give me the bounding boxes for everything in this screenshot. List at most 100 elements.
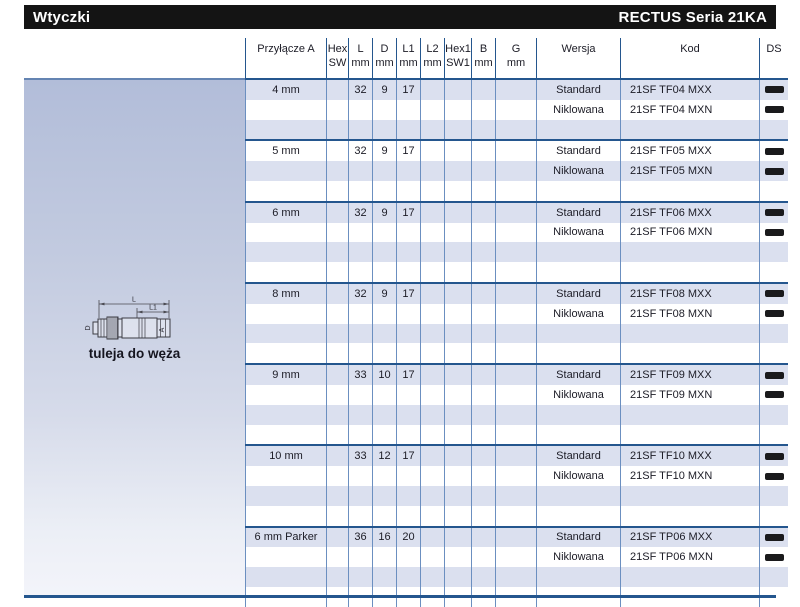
cell-hex1_sw1 <box>444 466 472 486</box>
cell-ds <box>759 200 788 223</box>
cell-wersja: Niklowana <box>536 99 621 120</box>
cell-l1 <box>396 404 421 425</box>
cell-l2 <box>420 384 445 405</box>
cell-g <box>495 281 537 304</box>
datasheet-bar-icon <box>764 472 784 480</box>
cell-hex1_sw1 <box>444 505 472 527</box>
cell-l2 <box>420 119 445 141</box>
cell-kod: 21SF TF09 MXN <box>620 384 760 405</box>
cell-hex_sw <box>326 567 349 587</box>
datasheet-bar-icon <box>764 310 784 318</box>
cell-hex1_sw1 <box>444 119 472 141</box>
cell-g <box>495 222 537 243</box>
datasheet-bar-icon <box>764 106 784 114</box>
cell-l: 32 <box>348 281 373 304</box>
cell-kod <box>620 262 760 283</box>
cell-wersja <box>536 567 621 587</box>
cell-hex1_sw1 <box>444 525 472 548</box>
datasheet-bar-icon <box>764 290 784 298</box>
cell-g <box>495 200 537 223</box>
cell-l2 <box>420 79 445 100</box>
cell-l1: 20 <box>396 525 421 548</box>
cell-hex1_sw1 <box>444 424 472 446</box>
cell-b <box>471 242 496 263</box>
cell-d: 16 <box>372 525 397 548</box>
cell-kod <box>620 323 760 344</box>
cell-l <box>348 119 373 141</box>
cell-d <box>372 303 397 324</box>
cell-ds <box>759 363 788 385</box>
cell-hex_sw <box>326 343 349 365</box>
cell-l2 <box>420 404 445 425</box>
cell-d: 9 <box>372 139 397 162</box>
column-header-l2: L2 mm <box>420 38 445 79</box>
cell-l1 <box>396 547 421 568</box>
cell-l <box>348 505 373 527</box>
table-row <box>245 404 788 425</box>
cell-hex_sw <box>326 242 349 263</box>
cell-kod: 21SF TF05 MXN <box>620 161 760 181</box>
cell-l <box>348 404 373 425</box>
cell-l2 <box>420 262 445 283</box>
cell-l1: 17 <box>396 281 421 304</box>
cell-a <box>245 323 327 344</box>
cell-b <box>471 404 496 425</box>
cell-l2 <box>420 485 445 506</box>
cell-hex_sw <box>326 200 349 223</box>
cell-l1 <box>396 303 421 324</box>
cell-l <box>348 303 373 324</box>
table-row <box>245 262 788 283</box>
cell-wersja: Standard <box>536 139 621 162</box>
cell-kod <box>620 343 760 365</box>
cell-ds <box>759 505 788 527</box>
cell-g <box>495 242 537 263</box>
table-row: Niklowana 21SF TF05 MXN <box>245 161 788 181</box>
cell-b <box>471 384 496 405</box>
cell-a <box>245 485 327 506</box>
cell-b <box>471 444 496 467</box>
cell-d <box>372 404 397 425</box>
cell-g <box>495 404 537 425</box>
cell-b <box>471 79 496 100</box>
cell-g <box>495 139 537 162</box>
cell-l1 <box>396 180 421 202</box>
cell-b <box>471 485 496 506</box>
cell-kod: 21SF TF10 MXN <box>620 466 760 486</box>
cell-l1: 17 <box>396 79 421 100</box>
cell-ds <box>759 180 788 202</box>
cell-d <box>372 242 397 263</box>
cell-hex1_sw1 <box>444 281 472 304</box>
cell-l1 <box>396 424 421 446</box>
cell-g <box>495 424 537 446</box>
table-row <box>245 485 788 506</box>
table-row <box>245 505 788 527</box>
cell-hex_sw <box>326 139 349 162</box>
cell-l1 <box>396 485 421 506</box>
cell-ds <box>759 79 788 100</box>
cell-l <box>348 466 373 486</box>
cell-kod: 21SF TF06 MXX <box>620 200 760 223</box>
cell-l: 32 <box>348 200 373 223</box>
product-caption: tuleja do węża <box>88 346 181 361</box>
cell-l <box>348 262 373 283</box>
cell-hex_sw <box>326 404 349 425</box>
cell-d <box>372 505 397 527</box>
cell-b <box>471 424 496 446</box>
cell-g <box>495 119 537 141</box>
cell-b <box>471 323 496 344</box>
cell-a: 4 mm <box>245 79 327 100</box>
cell-l1 <box>396 222 421 243</box>
cell-kod: 21SF TF08 MXN <box>620 303 760 324</box>
cell-kod <box>620 180 760 202</box>
cell-kod <box>620 424 760 446</box>
cell-hex_sw <box>326 79 349 100</box>
cell-wersja: Standard <box>536 79 621 100</box>
cell-l2 <box>420 222 445 243</box>
cell-hex_sw <box>326 323 349 344</box>
cell-a <box>245 303 327 324</box>
datasheet-bar-icon <box>764 209 784 217</box>
table-row: Niklowana 21SF TF09 MXN <box>245 384 788 405</box>
cell-ds <box>759 119 788 141</box>
column-header-wersja: Wersja <box>536 38 621 79</box>
